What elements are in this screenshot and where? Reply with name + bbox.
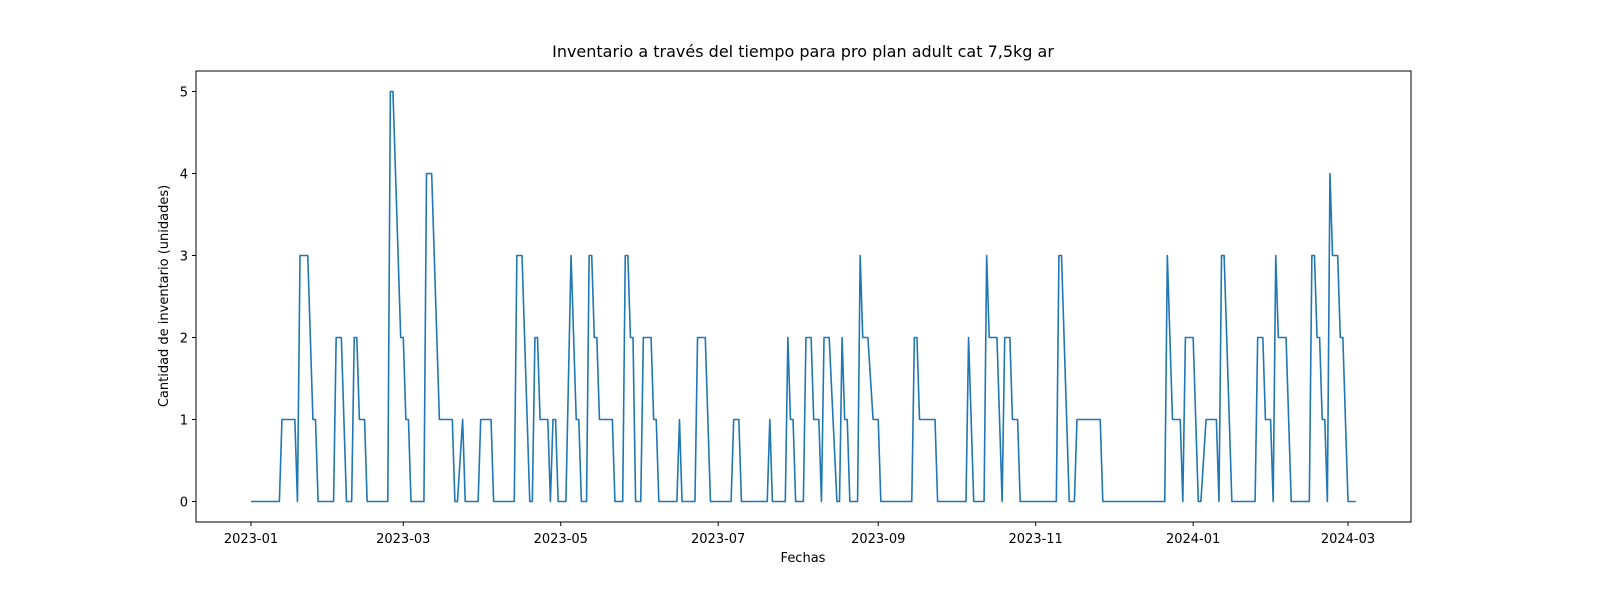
y-tick-label: 1 xyxy=(180,414,188,429)
y-axis-label: Cantidad de inventario (unidades) xyxy=(157,185,172,407)
y-tick-label: 2 xyxy=(180,332,188,347)
x-axis-label: Fechas xyxy=(781,551,826,566)
chart-title: Inventario a través del tiempo para pro … xyxy=(552,42,1054,61)
line-series xyxy=(250,90,1356,503)
y-tick-label: 0 xyxy=(180,496,188,511)
x-tick-label: 2024-01 xyxy=(1166,532,1220,547)
x-tick-label: 2023-11 xyxy=(1009,532,1063,547)
x-tick-label: 2023-09 xyxy=(851,532,905,547)
x-tick-label: 2024-03 xyxy=(1321,532,1375,547)
plot-frame xyxy=(195,70,1412,523)
y-tick-label: 5 xyxy=(180,86,188,101)
y-tick-label: 3 xyxy=(180,250,188,265)
x-tick-label: 2023-07 xyxy=(691,532,745,547)
x-tick-label: 2023-01 xyxy=(224,532,278,547)
y-tick-label: 4 xyxy=(180,168,188,183)
x-tick-label: 2023-05 xyxy=(534,532,588,547)
x-tick-label: 2023-03 xyxy=(376,532,430,547)
